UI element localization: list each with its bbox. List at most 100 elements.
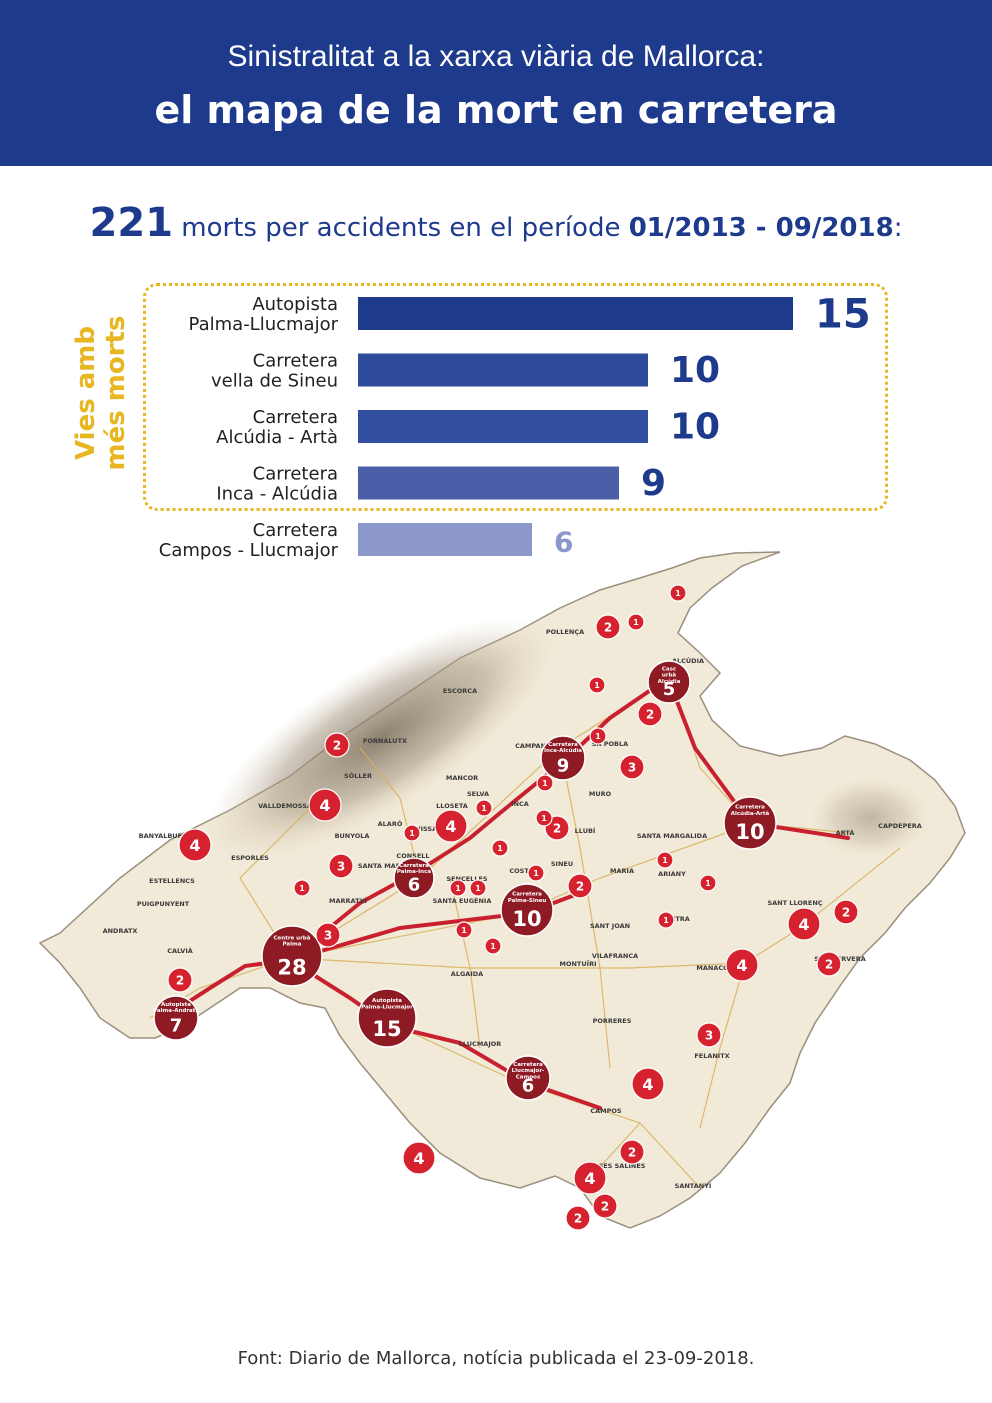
place-label: INCA [511,800,529,808]
place-label: ESCORCA [443,687,477,695]
marker-label: Carretera [512,892,542,898]
marker-label: Carretera [548,742,578,748]
marker-value: 4 [445,817,456,836]
marker-count: 2 [816,951,842,977]
marker-value: 2 [601,1200,609,1214]
marker-count: 1 [657,911,675,929]
marker-count: 4 [787,907,821,941]
marker-value: 1 [633,618,639,627]
marker-value: 2 [646,708,654,722]
marker-value: 4 [642,1075,653,1094]
place-label: PETRA [666,915,690,923]
place-label: VILAFRANCA [592,952,638,960]
bar-label-3-0: Carretera [253,464,338,485]
place-label: SELVA [467,790,489,798]
marker-label: Carretera [399,863,429,869]
place-label: SA POBLA [592,740,628,748]
place-label: MANCOR [446,774,478,782]
mountain-range [206,616,554,860]
place-label: PUIGPUNYENT [137,900,190,908]
marker-value: 3 [324,929,332,943]
marker-count: 2 [565,1205,591,1231]
marker-value: 1 [675,589,681,598]
place-label: LLOSETA [436,802,468,810]
marker-value: 2 [628,1146,636,1160]
marker-label: Autopista [161,1002,191,1008]
bar-label-0-1: Palma-Llucmajor [189,314,339,335]
marker-value: 1 [542,779,548,788]
bar-2 [358,410,648,443]
bar-label-2-1: Alcúdia - Artà [216,427,338,448]
place-label: PORRERES [593,1017,632,1025]
marker-label: urbà [662,672,677,679]
marker-value: 1 [409,829,415,838]
marker-value: 2 [176,974,184,988]
marker-label: Palma-Sineu [508,898,547,904]
place-label: MARIA [610,867,634,875]
marker-count: 2 [595,614,621,640]
marker-value: 1 [299,884,305,893]
marker-count: 2 [592,1193,618,1219]
bar-label-4-0: Carretera [253,520,338,541]
bar-3 [358,466,619,500]
marker-value: 1 [497,844,503,853]
marker-count: 1 [455,921,473,939]
marker-value: 1 [533,869,539,878]
marker-count: 1 [449,879,467,897]
place-label: SÓLLER [344,771,372,780]
marker-value: 5 [663,679,676,700]
place-label: SANT JOAN [590,922,630,930]
marker-count: 4 [178,828,212,862]
marker-count: 1 [293,879,311,897]
bar-label-2-0: Carretera [253,407,338,428]
place-label: SANTA EUGÈNIA [433,896,492,905]
marker-count: 1 [484,937,502,955]
bar-label-4-1: Campos - Llucmajor [159,540,339,561]
marker-label: Alcúdia-Artà [731,810,770,817]
marker-value: 2 [825,958,833,972]
marker-label: Centre urbà [274,935,311,942]
marker-value: 15 [372,1017,401,1041]
place-label: ALARÓ [378,819,403,828]
place-label: MARRATXÍ [329,896,367,905]
summary-text: morts per accidents en el període [173,213,629,243]
marker-count: 1 [669,584,687,602]
marker-value: 2 [576,880,584,894]
marker-value: 1 [595,732,601,741]
place-label: BINISSALEM [408,825,452,833]
place-label: BUNYOLA [335,832,370,840]
place-label: SINEU [551,860,573,868]
marker-count: 1 [403,824,421,842]
marker-label: Campos [516,1074,541,1080]
marker-count: 1 [475,799,493,817]
marker-count: 1 [588,676,606,694]
marker-value: 2 [333,739,341,753]
marker-value: 4 [736,956,747,975]
place-label: ESTELLENCS [149,877,195,885]
mallorca-map: POLLENÇAESCORCASÓLLERFORNALUTXDEIÀVALLDE… [38,551,966,1231]
place-label: ESPORLES [231,854,269,862]
marker-value: 3 [705,1029,713,1043]
marker-label: Palma-Andratx [153,1008,199,1014]
marker-value: 3 [628,761,636,775]
place-label: MONTUÏRI [560,959,597,968]
bar-label-1-0: Carretera [253,351,338,372]
marker-label: Inca-Alcúdia [544,747,582,754]
marker-count: 4 [725,948,759,982]
marker-count: 1 [589,727,607,745]
marker-count: 3 [315,922,341,948]
marker-value: 10 [512,907,541,931]
source-note: Font: Diario de Mallorca, notícia public… [237,1348,755,1369]
place-label: CAPDEPERA [878,822,922,830]
marker-count: 3 [696,1022,722,1048]
place-labels: POLLENÇAESCORCASÓLLERFORNALUTXDEIÀVALLDE… [103,628,922,1190]
place-label: FELANITX [694,1052,729,1060]
marker-value: 1 [594,681,600,690]
marker-count: 4 [434,809,468,843]
marker-count: 4 [573,1161,607,1195]
